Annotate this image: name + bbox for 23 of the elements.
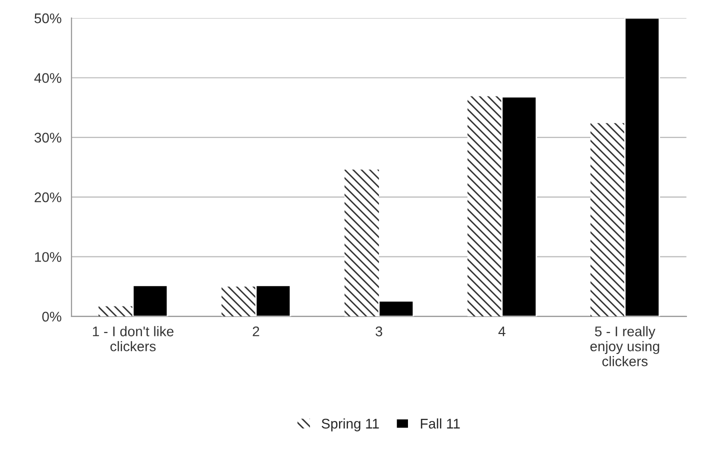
y-tick-label: 10% (35, 252, 62, 262)
bar (132, 284, 168, 316)
legend-label: Fall 11 (420, 418, 460, 429)
y-tick-label: 0% (42, 312, 62, 322)
bar (222, 286, 256, 316)
y-tick-label: 40% (34, 73, 62, 83)
y-tick-label: 50% (34, 13, 62, 24)
legend-label: Spring 11 (322, 418, 379, 432)
y-tick-label: 20% (34, 192, 62, 202)
bar (255, 284, 292, 316)
bar (501, 96, 538, 316)
bar (98, 306, 133, 316)
bar (467, 96, 502, 316)
bar (344, 170, 379, 316)
x-tick-label: 2 (252, 326, 260, 336)
y-tick-label: 30% (34, 132, 62, 143)
bar (624, 18, 660, 316)
x-tick-label: 5 - I really enjoy using clickers (590, 326, 660, 366)
bar (378, 300, 414, 316)
x-tick-label: 1 - I don't like clickers (92, 326, 174, 352)
x-tick-label: 3 (376, 326, 382, 336)
x-tick-label: 4 (498, 326, 506, 336)
bar (590, 123, 625, 316)
